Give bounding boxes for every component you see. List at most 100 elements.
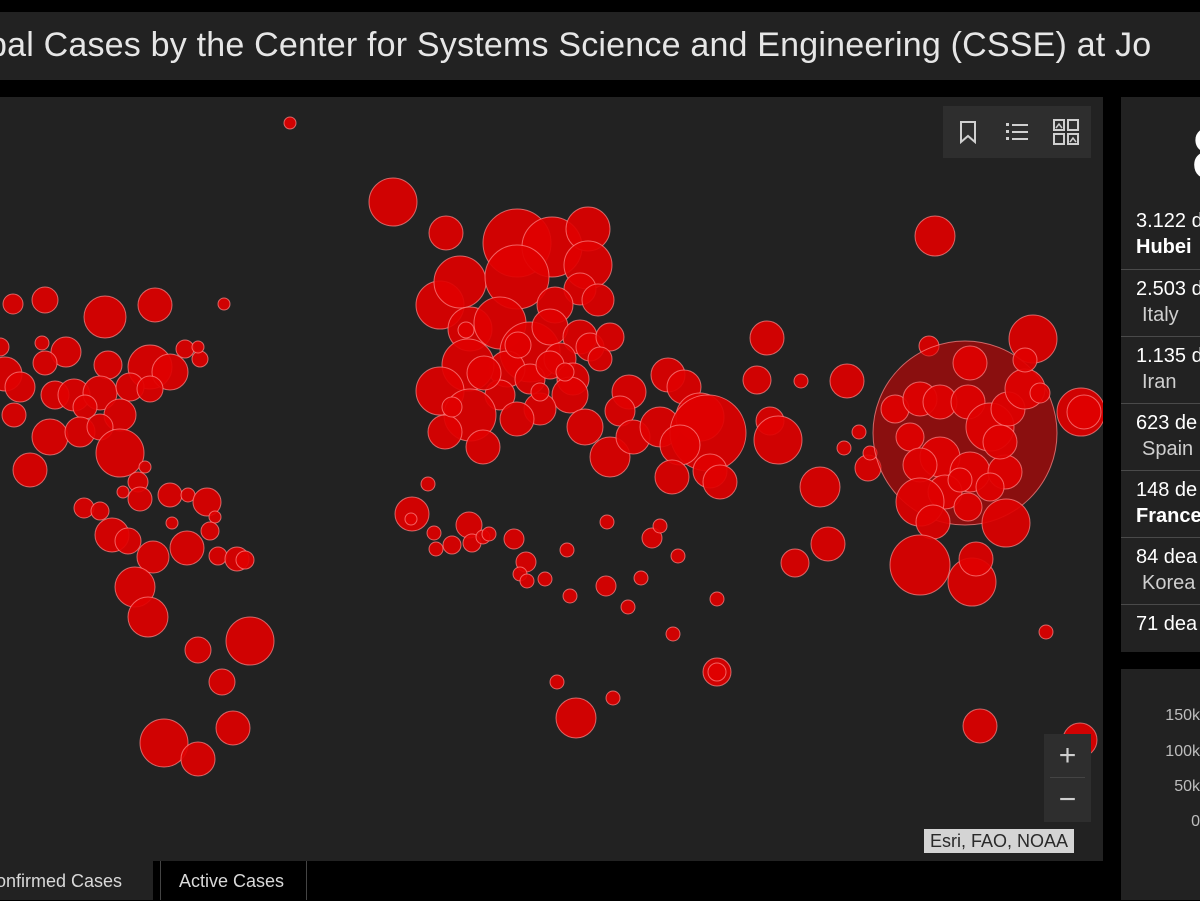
case-bubble[interactable] [137,287,173,323]
bookmark-icon[interactable] [952,116,984,148]
case-bubble[interactable] [0,337,10,357]
case-bubble[interactable] [749,320,785,356]
case-bubble[interactable] [902,447,938,483]
case-bubble[interactable] [958,541,994,577]
case-bubble[interactable] [537,571,553,587]
case-bubbles[interactable] [0,97,1103,861]
case-bubble[interactable] [1029,382,1051,404]
case-bubble[interactable] [208,510,222,524]
case-bubble[interactable] [605,690,621,706]
case-bubble[interactable] [914,215,956,257]
case-bubble[interactable] [50,336,82,368]
case-bubble[interactable] [829,363,865,399]
case-bubble[interactable] [1038,624,1054,640]
case-bubble[interactable] [368,177,418,227]
case-bubble[interactable] [225,616,275,666]
death-list-item[interactable]: 84 dea Korea [1121,537,1200,604]
case-bubble[interactable] [426,525,442,541]
death-list-item[interactable]: 2.503 d Italy [1121,269,1200,336]
case-bubble[interactable] [595,322,625,352]
case-bubble[interactable] [95,428,145,478]
case-bubble[interactable] [192,487,222,517]
case-bubble[interactable] [962,708,998,744]
case-bubble[interactable] [200,521,220,541]
case-bubble[interactable] [191,340,205,354]
death-list-item[interactable]: 148 de France [1121,470,1200,537]
case-bubble[interactable] [889,534,951,596]
case-bubble[interactable] [952,345,988,381]
case-bubble[interactable] [566,408,604,446]
case-bubble[interactable] [217,297,231,311]
case-bubble[interactable] [127,486,153,512]
case-bubble[interactable] [620,599,636,615]
case-bubble[interactable] [441,396,463,418]
case-bubble[interactable] [12,452,48,488]
case-bubble[interactable] [165,516,179,530]
case-bubble[interactable] [465,429,501,465]
case-bubble[interactable] [191,350,209,368]
case-bubble[interactable] [953,492,983,522]
case-bubble[interactable] [659,424,701,466]
case-bubble[interactable] [652,518,668,534]
case-bubble[interactable] [654,459,690,495]
case-bubble[interactable] [753,415,803,465]
death-list-item[interactable]: 3.122 d Hubei [1121,202,1200,269]
case-bubble[interactable] [136,540,170,574]
case-bubble[interactable] [504,331,532,359]
case-bubble[interactable] [127,596,169,638]
case-bubble[interactable] [595,575,617,597]
case-bubble[interactable] [180,741,216,777]
tab-confirmed-cases[interactable]: onfirmed Cases [0,861,153,900]
case-bubble[interactable] [599,514,615,530]
case-bubble[interactable] [531,308,569,346]
case-bubble[interactable] [215,710,251,746]
case-bubble[interactable] [175,339,195,359]
case-bubble[interactable] [139,718,189,768]
case-bubble[interactable] [549,674,565,690]
case-bubble[interactable] [975,472,1005,502]
case-bubble[interactable] [587,346,613,372]
case-bubble[interactable] [982,424,1018,460]
case-bubble[interactable] [551,376,589,414]
case-bubble[interactable] [562,588,578,604]
case-bubble[interactable] [31,418,69,456]
case-bubble[interactable] [915,504,951,540]
case-bubble[interactable] [138,460,152,474]
case-bubble[interactable] [555,362,575,382]
zoom-out-button[interactable]: − [1058,782,1077,816]
case-bubble[interactable] [665,626,681,642]
case-bubble[interactable] [208,546,228,566]
case-bubble[interactable] [1066,394,1102,430]
case-bubble[interactable] [4,371,36,403]
case-bubble[interactable] [32,350,58,376]
case-bubble[interactable] [136,375,164,403]
case-bubble[interactable] [1012,347,1038,373]
case-bubble[interactable] [442,535,462,555]
case-bubble[interactable] [836,440,852,456]
case-bubble[interactable] [34,335,50,351]
case-bubble[interactable] [503,528,525,550]
case-bubble[interactable] [780,548,810,578]
case-bubble[interactable] [810,526,846,562]
case-bubble[interactable] [709,591,725,607]
case-bubble[interactable] [114,527,142,555]
case-bubble[interactable] [519,573,535,589]
case-bubble[interactable] [742,365,772,395]
case-bubble[interactable] [208,668,236,696]
case-bubble[interactable] [427,414,463,450]
case-bubble[interactable] [702,464,738,500]
case-bubble[interactable] [1,402,27,428]
case-bubble[interactable] [428,215,464,251]
case-bubble[interactable] [184,636,212,664]
deaths-list[interactable]: 3.122 d Hubei 2.503 d Italy 1.135 d Iran 623 d… [1121,202,1200,652]
case-bubble[interactable] [555,697,597,739]
case-bubble[interactable] [581,283,615,317]
case-bubble[interactable] [981,498,1031,548]
case-bubble[interactable] [420,476,436,492]
case-bubble[interactable] [530,382,550,402]
case-bubble[interactable] [670,548,686,564]
case-bubble[interactable] [404,512,418,526]
case-bubble[interactable] [235,550,255,570]
legend-list-icon[interactable] [1001,116,1033,148]
tab-active-cases[interactable]: Active Cases [160,861,307,900]
